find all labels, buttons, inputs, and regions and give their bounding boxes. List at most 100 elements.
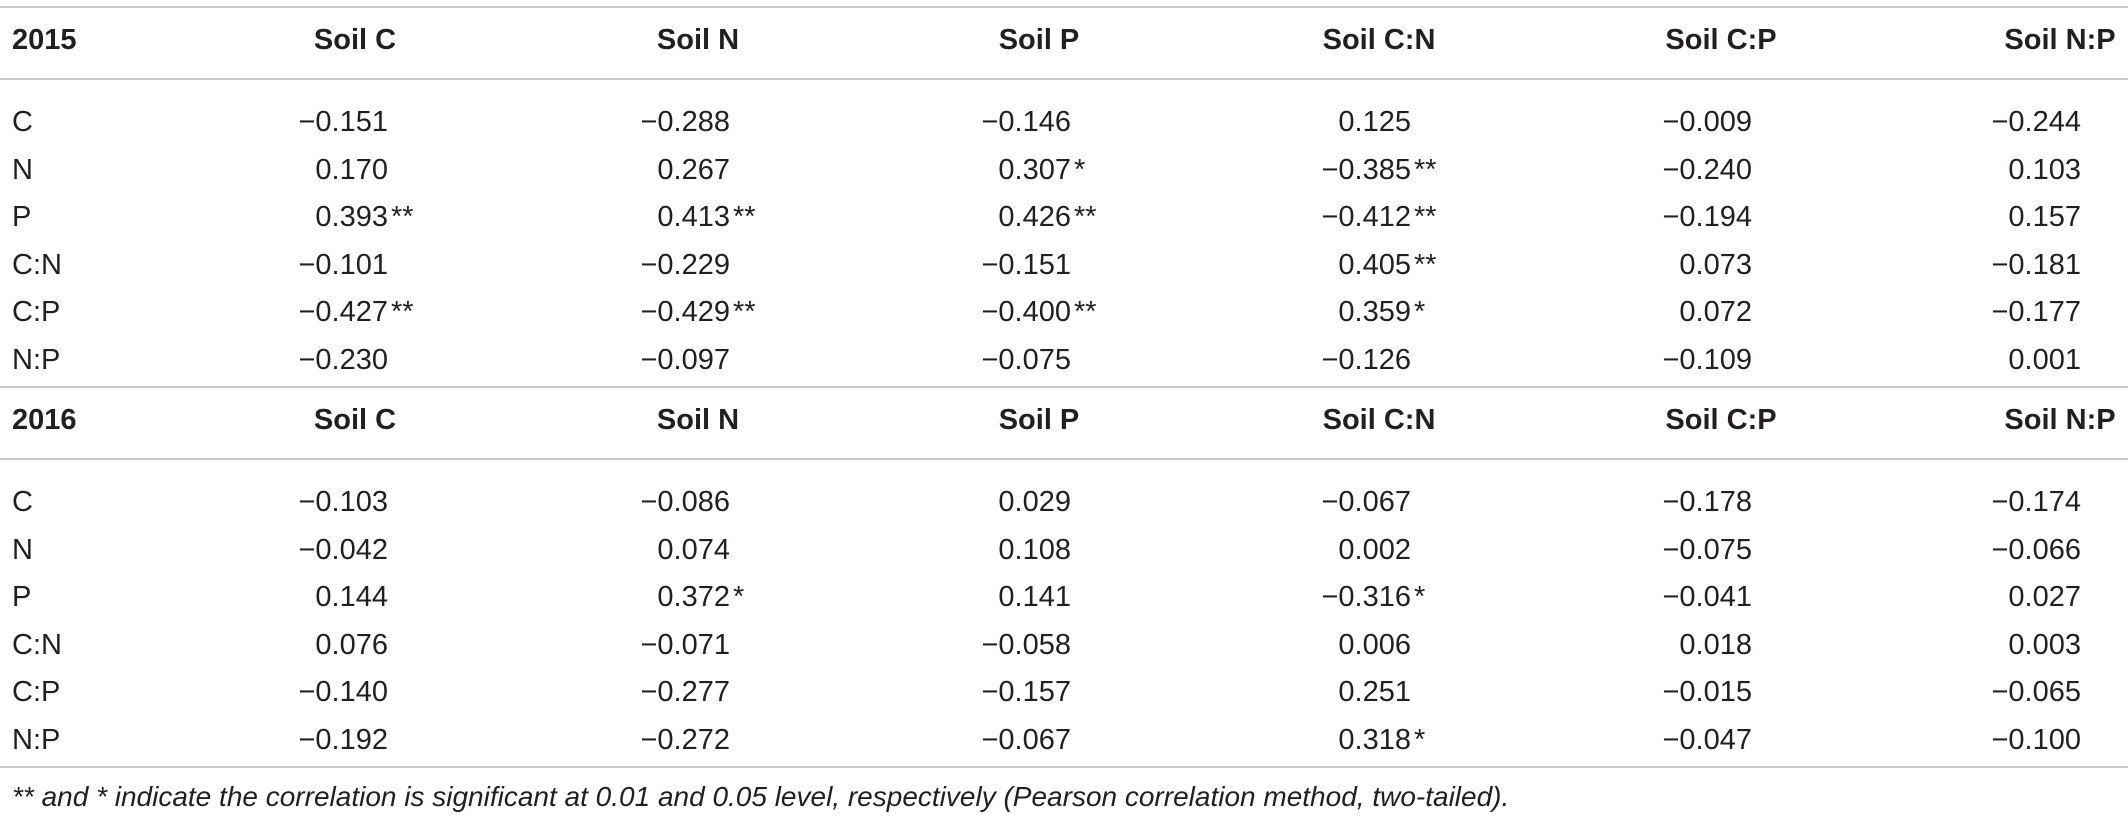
cell-value: 0.267	[657, 153, 730, 186]
table-cell: −0.157	[871, 675, 1114, 709]
table-cell: 0.157	[1881, 200, 2124, 234]
table-cell: 0.251	[1211, 675, 1454, 709]
column-header: Soil N:P	[2004, 24, 2116, 56]
cell-value: −0.174	[1991, 486, 2081, 518]
column-header: Soil C	[313, 404, 397, 436]
cell-value: 0.001	[2008, 343, 2081, 376]
table-cell: −0.140	[188, 675, 431, 709]
row-label: N:P	[12, 723, 61, 756]
table-cell: −0.151	[871, 248, 1114, 282]
cell-value: −0.146	[981, 106, 1071, 138]
cell-value: −0.288	[640, 106, 730, 138]
cell-value: 0.318	[1338, 723, 1411, 756]
table-cell: −0.015	[1552, 675, 1795, 709]
table-cell: −0.177	[1881, 295, 2124, 329]
column-header: Soil C:N	[1322, 404, 1436, 436]
significance-marker: **	[733, 296, 756, 328]
significance-marker: **	[733, 201, 756, 233]
cell-value: 0.073	[1679, 248, 1752, 281]
cell-value: −0.066	[1991, 533, 2081, 566]
cell-value: 0.307	[998, 153, 1071, 186]
table-cell: −0.229	[530, 248, 773, 282]
section-year: 2016	[12, 404, 77, 436]
cell-value: 0.027	[2008, 581, 2081, 613]
cell-value: −0.177	[1991, 296, 2081, 328]
cell-value: −0.067	[1321, 486, 1411, 518]
row-label: P	[12, 201, 32, 233]
row-label: C:P	[12, 676, 61, 708]
cell-value: −0.277	[640, 676, 730, 708]
table-cell: −0.009	[1552, 105, 1795, 139]
table-cell: 0.027	[1881, 580, 2124, 614]
table-cell: 0.072	[1552, 295, 1795, 329]
cell-value: −0.071	[640, 628, 730, 661]
table-cell: 0.307 *	[871, 153, 1114, 187]
row-label: N	[12, 533, 33, 566]
significance-marker: *	[1414, 581, 1426, 613]
cell-value: −0.194	[1662, 201, 1752, 233]
cell-value: −0.240	[1662, 153, 1752, 186]
cell-value: −0.229	[640, 248, 730, 281]
cell-value: −0.075	[1662, 533, 1752, 566]
cell-value: −0.429	[640, 296, 730, 328]
cell-value: −0.244	[1991, 106, 2081, 138]
cell-value: 0.108	[998, 533, 1071, 566]
cell-value: −0.178	[1662, 486, 1752, 518]
table-cell: −0.272	[530, 723, 773, 757]
cell-value: −0.316	[1321, 581, 1411, 613]
cell-value: 0.170	[315, 153, 388, 186]
table-cell: −0.075	[871, 343, 1114, 377]
table-cell: 0.003	[1881, 628, 2124, 662]
column-header: Soil N	[656, 404, 740, 436]
table-cell: 0.108	[871, 533, 1114, 567]
column-header: Soil C:P	[1665, 24, 1777, 56]
table-cell: −0.316 *	[1211, 580, 1454, 614]
table-cell: 0.029	[871, 485, 1114, 519]
table-cell: −0.178	[1552, 485, 1795, 519]
table-cell: 0.018	[1552, 628, 1795, 662]
cell-value: −0.097	[640, 343, 730, 376]
table-footnote: ** and * indicate the correlation is sig…	[12, 781, 1510, 812]
cell-value: −0.042	[298, 533, 388, 566]
cell-value: 0.393	[315, 201, 388, 233]
column-header: Soil N	[656, 24, 740, 56]
cell-value: −0.385	[1321, 153, 1411, 186]
table-cell: −0.067	[871, 723, 1114, 757]
table-cell: −0.126	[1211, 343, 1454, 377]
table-cell: −0.047	[1552, 723, 1795, 757]
table-cell: 0.359 *	[1211, 295, 1454, 329]
table-cell: 0.144	[188, 580, 431, 614]
cell-value: 0.405	[1338, 248, 1411, 281]
row-label: N	[12, 153, 33, 186]
table-cell: 0.413 **	[530, 200, 773, 234]
table-cell: −0.103	[188, 485, 431, 519]
cell-value: 0.251	[1338, 676, 1411, 708]
cell-value: −0.009	[1662, 106, 1752, 138]
cell-value: 0.006	[1338, 628, 1411, 661]
column-header: Soil C:P	[1665, 404, 1777, 436]
row-label: C:P	[12, 296, 61, 328]
table-cell: −0.146	[871, 105, 1114, 139]
table-cell: 0.001	[1881, 343, 2124, 377]
cell-value: −0.047	[1662, 723, 1752, 756]
table-cell: 0.318 *	[1211, 723, 1454, 757]
table-cell: −0.100	[1881, 723, 2124, 757]
column-header: Soil N:P	[2004, 404, 2116, 436]
table-cell: −0.192	[188, 723, 431, 757]
column-header: Soil C	[313, 24, 397, 56]
table-cell: −0.400 **	[871, 295, 1114, 329]
cell-value: 0.072	[1679, 296, 1752, 328]
cell-value: −0.400	[981, 296, 1071, 328]
cell-value: 0.003	[2008, 628, 2081, 661]
cell-value: 0.144	[315, 581, 388, 613]
table-cell: 0.125	[1211, 105, 1454, 139]
table-cell: 0.074	[530, 533, 773, 567]
cell-value: 0.076	[315, 628, 388, 661]
column-header: Soil C:N	[1322, 24, 1436, 56]
table-cell: −0.174	[1881, 485, 2124, 519]
cell-value: −0.075	[981, 343, 1071, 376]
cell-value: −0.086	[640, 486, 730, 518]
cell-value: 0.372	[657, 581, 730, 613]
cell-value: −0.067	[981, 723, 1071, 756]
cell-value: −0.101	[298, 248, 388, 281]
